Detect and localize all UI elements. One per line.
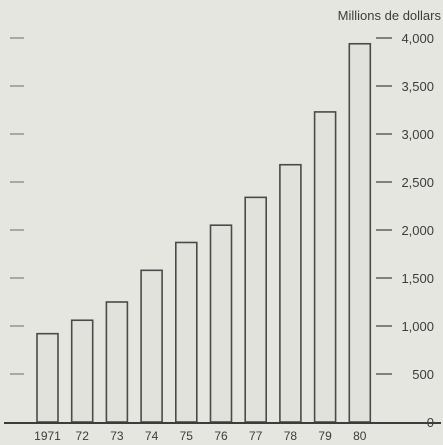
bar-79 bbox=[313, 111, 337, 423]
bar-72 bbox=[70, 319, 94, 423]
bars-group bbox=[36, 42, 372, 423]
x-tick-label: 75 bbox=[180, 429, 194, 443]
bar-73 bbox=[105, 301, 129, 423]
y-tick-label: 4,000 bbox=[401, 31, 434, 46]
x-tick-label: 79 bbox=[318, 429, 332, 443]
bar-75 bbox=[175, 241, 198, 423]
bar-77 bbox=[244, 196, 267, 423]
x-tick-label: 74 bbox=[145, 429, 159, 443]
x-tick-label: 77 bbox=[249, 429, 263, 443]
x-tick-label: 72 bbox=[76, 429, 90, 443]
x-tick-label: 80 bbox=[353, 429, 367, 443]
x-axis-labels: 1971 72 73 74 75 76 77 78 79 80 bbox=[34, 429, 367, 443]
y-axis-unit-label: Millions de dollars bbox=[338, 8, 442, 23]
x-tick-label: 78 bbox=[284, 429, 298, 443]
bar-80 bbox=[348, 42, 372, 423]
y-tick-label: 1,500 bbox=[401, 271, 434, 286]
y-tick-label: 2,500 bbox=[401, 175, 434, 190]
bar-78 bbox=[279, 163, 302, 423]
y-tick-label: 500 bbox=[412, 367, 434, 382]
bar-1971 bbox=[36, 332, 59, 423]
y-tick-label: 3,500 bbox=[401, 79, 434, 94]
bar-74 bbox=[140, 269, 163, 423]
left-tick-marks bbox=[10, 37, 24, 375]
x-tick-label: 73 bbox=[110, 429, 124, 443]
y-tick-label: 2,000 bbox=[401, 223, 434, 238]
x-tick-label: 76 bbox=[214, 429, 228, 443]
x-tick-label: 1971 bbox=[34, 429, 61, 443]
y-tick-label: 1,000 bbox=[401, 319, 434, 334]
y-tick-label: 3,000 bbox=[401, 127, 434, 142]
bar-76 bbox=[209, 224, 233, 423]
